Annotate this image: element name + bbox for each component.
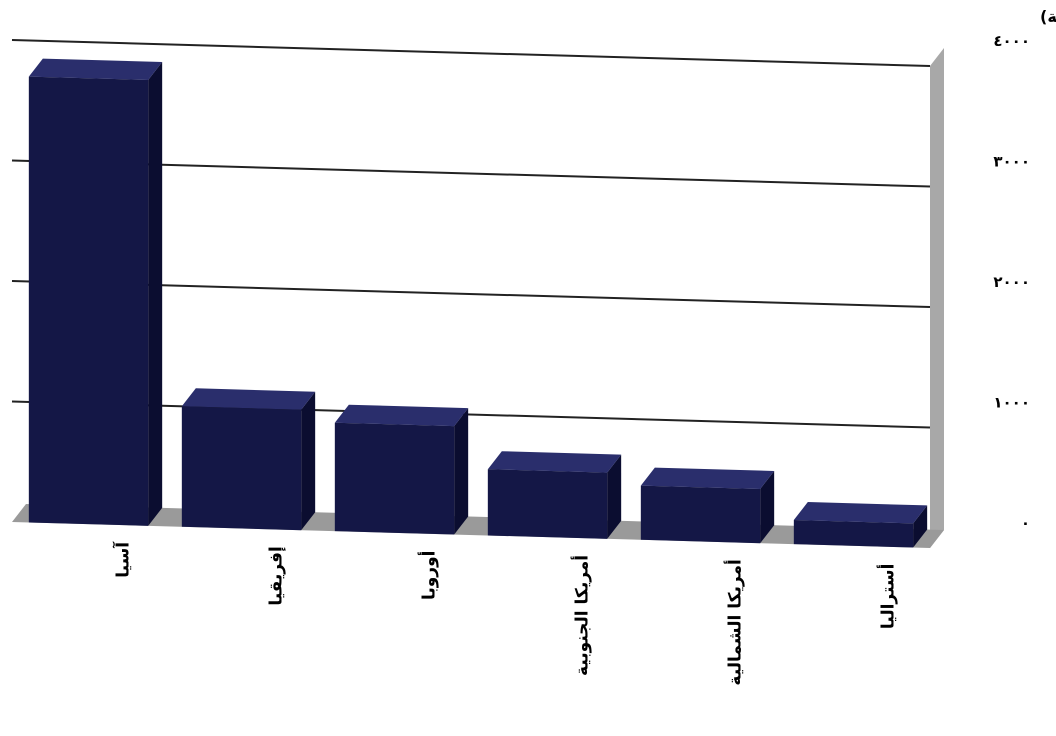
- x-category-label: أوروبا: [418, 551, 440, 601]
- bar-top: [334, 404, 469, 427]
- bar: [181, 406, 302, 531]
- x-category-label: إفريقيا: [267, 546, 287, 605]
- x-category-label: أستراليا: [877, 564, 899, 630]
- bar-top: [487, 451, 622, 473]
- bar: [487, 469, 608, 539]
- bar: [28, 76, 149, 526]
- bar-side: [148, 62, 163, 526]
- y-tick-label: ٤٠٠٠: [993, 32, 1030, 50]
- bar-side: [760, 470, 775, 544]
- gridline: [11, 159, 931, 188]
- bar-top: [28, 58, 163, 81]
- y-tick-label: ١٠٠٠: [993, 394, 1030, 412]
- bar-side: [913, 505, 928, 548]
- y-tick-label: ٣٠٠٠: [993, 153, 1030, 171]
- x-category-label: آسيا: [112, 541, 134, 578]
- bar-side: [607, 454, 622, 539]
- bar-side: [454, 408, 469, 535]
- bar: [793, 520, 914, 548]
- bar-top: [793, 502, 928, 524]
- y-tick-label: ٠: [1021, 514, 1030, 532]
- bar-top: [640, 467, 775, 489]
- x-category-label: أمريكا الجنوبية: [571, 555, 593, 676]
- bar-side: [301, 391, 316, 531]
- bar: [334, 422, 455, 535]
- chart-right-wall: [930, 48, 944, 548]
- gridline: [11, 39, 931, 67]
- bar-top: [181, 388, 316, 410]
- x-category-label: أمريكا الشمالية: [724, 559, 746, 685]
- bar: [640, 485, 761, 544]
- y-axis-unit-label: (مليون نسمة): [1040, 7, 1056, 26]
- y-tick-label: ٢٠٠٠: [993, 273, 1030, 291]
- gridline: [11, 400, 931, 429]
- gridline: [11, 280, 931, 308]
